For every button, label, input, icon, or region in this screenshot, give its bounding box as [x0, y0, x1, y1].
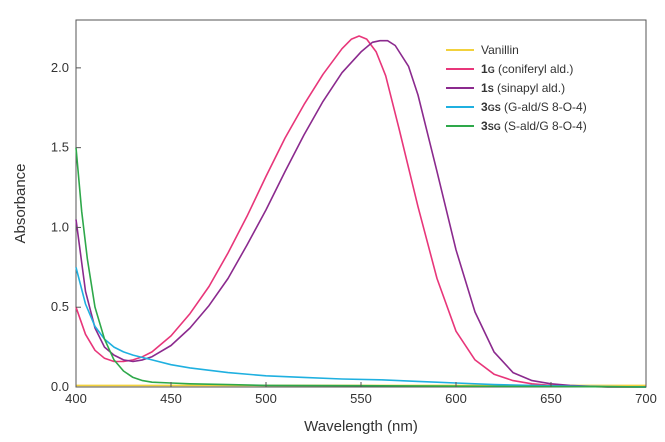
- y-tick-label: 0.5: [51, 299, 69, 314]
- x-tick-label: 650: [540, 391, 562, 406]
- x-tick-label: 600: [445, 391, 467, 406]
- legend-label: 3SG (S-ald/G 8-O-4): [481, 119, 587, 133]
- series-line-4: [75, 147, 647, 388]
- y-axis-title: Absorbance: [12, 163, 29, 243]
- y-tick-label: 1.0: [51, 219, 69, 234]
- x-tick-label: 700: [635, 391, 657, 406]
- y-tick-label: 2.0: [51, 60, 69, 75]
- x-tick-label: 500: [255, 391, 277, 406]
- legend-label: 1G (coniferyl ald.): [481, 62, 573, 76]
- legend-label: 1S (sinapyl ald.): [481, 81, 565, 95]
- y-tick-label: 1.5: [51, 140, 69, 155]
- x-tick-label: 450: [160, 391, 182, 406]
- legend-label: 3GS (G-ald/S 8-O-4): [481, 100, 587, 114]
- series-line-1: [75, 35, 646, 388]
- x-axis-title: Wavelength (nm): [304, 418, 418, 435]
- series-line-2: [75, 39, 646, 388]
- x-tick-label: 400: [65, 391, 87, 406]
- y-tick-label: 0.0: [51, 379, 69, 394]
- series-line-3: [75, 267, 647, 388]
- legend-label: Vanillin: [481, 43, 519, 57]
- x-axis-ticks: 400 450 500 550 600 650 700: [65, 382, 657, 406]
- x-tick-label: 550: [350, 391, 372, 406]
- y-axis-ticks: 0.0 0.5 1.0 1.5 2.0: [51, 60, 81, 394]
- legend: Vanillin 1G (coniferyl ald.) 1S (sinapyl a…: [446, 43, 587, 133]
